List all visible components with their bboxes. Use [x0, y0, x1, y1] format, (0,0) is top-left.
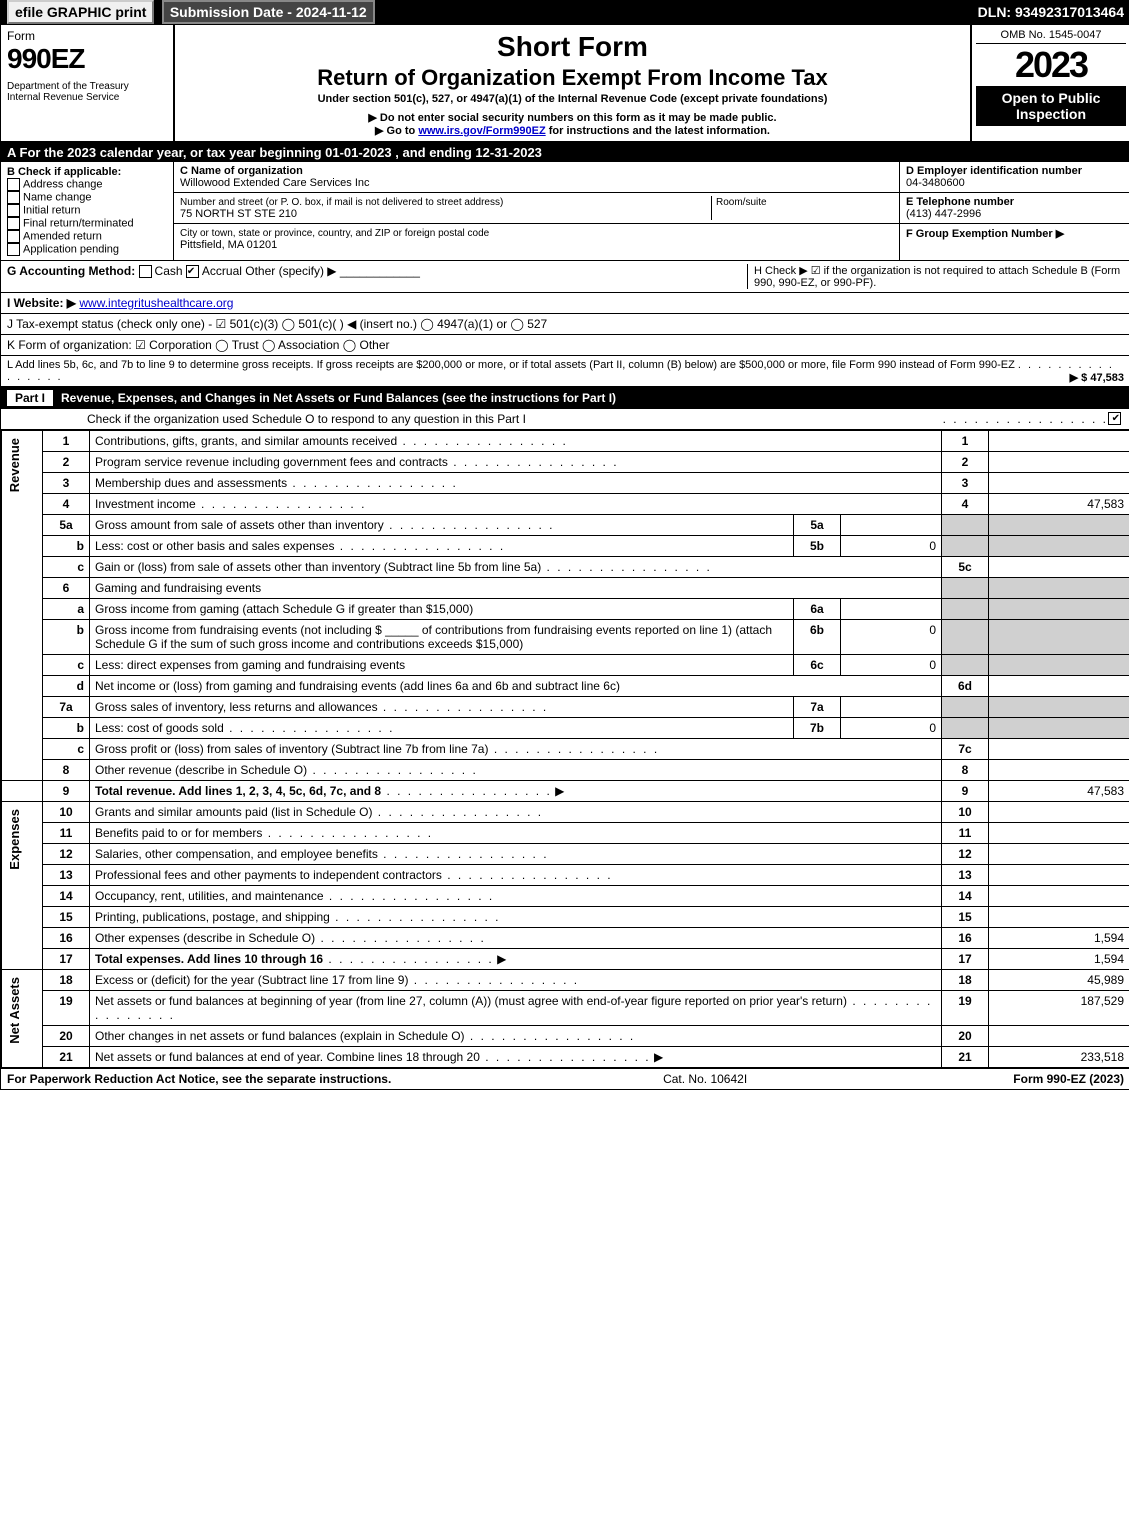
side-netassets: Net Assets: [7, 973, 22, 1048]
title-short-form: Short Form: [181, 31, 964, 63]
amt-5c: [989, 557, 1129, 578]
org-name: Willowood Extended Care Services Inc: [180, 177, 370, 189]
tax-year: 2023: [976, 44, 1126, 86]
amt-2: [989, 452, 1129, 473]
note-goto: ▶ Go to www.irs.gov/Form990EZ for instru…: [181, 124, 964, 137]
form-number: 990EZ: [7, 43, 167, 75]
amt-3: [989, 473, 1129, 494]
iamt-5a: [841, 515, 942, 536]
c-room-label: Room/suite: [716, 197, 767, 208]
iamt-6c: 0: [841, 655, 942, 676]
amt-4: 47,583: [989, 494, 1129, 515]
e-tel-label: E Telephone number: [906, 196, 1014, 208]
box-b: B Check if applicable: Address change Na…: [1, 162, 174, 260]
title-return: Return of Organization Exempt From Incom…: [181, 65, 964, 91]
row-g: G Accounting Method: Cash Accrual Other …: [7, 264, 747, 289]
row-g-h: G Accounting Method: Cash Accrual Other …: [1, 261, 1129, 293]
side-revenue: Revenue: [7, 434, 22, 496]
amt-14: [989, 886, 1129, 907]
org-city: Pittsfield, MA 01201: [180, 239, 277, 251]
amt-17: 1,594: [989, 949, 1129, 970]
chk-cash[interactable]: [139, 265, 152, 278]
d-ein-label: D Employer identification number: [906, 165, 1082, 177]
irs-link[interactable]: www.irs.gov/Form990EZ: [418, 125, 545, 137]
amt-11: [989, 823, 1129, 844]
c-name-label: C Name of organization: [180, 165, 303, 177]
org-street: 75 NORTH ST STE 210: [180, 208, 297, 220]
org-ein: 04-3480600: [906, 177, 965, 189]
amt-15: [989, 907, 1129, 928]
amt-16: 1,594: [989, 928, 1129, 949]
chk-amended-return[interactable]: [7, 230, 20, 243]
iamt-7a: [841, 697, 942, 718]
efile-print-button[interactable]: efile GRAPHIC print: [7, 0, 154, 24]
part1-title: Revenue, Expenses, and Changes in Net As…: [61, 391, 616, 405]
part1-label: Part I: [7, 390, 53, 406]
org-tel: (413) 447-2996: [906, 208, 981, 220]
iamt-5b: 0: [841, 536, 942, 557]
amt-1: [989, 431, 1129, 452]
footer-center: Cat. No. 10642I: [566, 1072, 845, 1086]
box-c: C Name of organization Willowood Extende…: [174, 162, 900, 260]
iamt-7b: 0: [841, 718, 942, 739]
open-to-public: Open to Public Inspection: [976, 86, 1126, 126]
amt-20: [989, 1026, 1129, 1047]
row-k: K Form of organization: ☑ Corporation ◯ …: [1, 335, 1129, 356]
form-header: Form 990EZ Department of the Treasury In…: [1, 25, 1129, 143]
box-d-e-f: D Employer identification number 04-3480…: [900, 162, 1129, 260]
footer-right: Form 990-EZ (2023): [845, 1072, 1124, 1086]
part1-sub: Check if the organization used Schedule …: [1, 409, 1129, 430]
amt-6d: [989, 676, 1129, 697]
top-bar: efile GRAPHIC print Submission Date - 20…: [1, 1, 1129, 25]
side-expenses: Expenses: [7, 805, 22, 874]
part1-table: Revenue 1 Contributions, gifts, grants, …: [1, 430, 1129, 1068]
header-left: Form 990EZ Department of the Treasury In…: [1, 25, 175, 141]
dept-label: Department of the Treasury: [7, 81, 167, 92]
subtitle: Under section 501(c), 527, or 4947(a)(1)…: [181, 93, 964, 105]
iamt-6b: 0: [841, 620, 942, 655]
row-l: L Add lines 5b, 6c, and 7b to line 9 to …: [1, 356, 1129, 387]
part1-header: Part I Revenue, Expenses, and Changes in…: [1, 387, 1129, 409]
chk-address-change[interactable]: [7, 178, 20, 191]
info-grid: B Check if applicable: Address change Na…: [1, 162, 1129, 261]
amt-9: 47,583: [989, 781, 1129, 802]
chk-accrual[interactable]: [186, 265, 199, 278]
footer-left: For Paperwork Reduction Act Notice, see …: [7, 1072, 566, 1086]
note-ssn: ▶ Do not enter social security numbers o…: [181, 111, 964, 124]
submission-date: Submission Date - 2024-11-12: [162, 0, 375, 24]
amt-10: [989, 802, 1129, 823]
f-group-label: F Group Exemption Number ▶: [906, 228, 1064, 240]
chk-final-return[interactable]: [7, 217, 20, 230]
section-a-taxyear: A For the 2023 calendar year, or tax yea…: [1, 143, 1129, 162]
c-city-label: City or town, state or province, country…: [180, 228, 489, 239]
iamt-6a: [841, 599, 942, 620]
amt-18: 45,989: [989, 970, 1129, 991]
amt-12: [989, 844, 1129, 865]
amt-7c: [989, 739, 1129, 760]
header-center: Short Form Return of Organization Exempt…: [175, 25, 972, 141]
chk-schedule-o-part1[interactable]: [1108, 412, 1121, 425]
chk-initial-return[interactable]: [7, 204, 20, 217]
omb-number: OMB No. 1545-0047: [976, 27, 1126, 44]
chk-application-pending[interactable]: [7, 243, 20, 256]
header-right: OMB No. 1545-0047 2023 Open to Public In…: [972, 25, 1129, 141]
page-footer: For Paperwork Reduction Act Notice, see …: [1, 1068, 1129, 1089]
website-link[interactable]: www.integritushealthcare.org: [79, 296, 233, 310]
box-b-title: B Check if applicable:: [7, 166, 167, 178]
amt-19: 187,529: [989, 991, 1129, 1026]
row-i: I Website: ▶ www.integritushealthcare.or…: [1, 293, 1129, 314]
irs-label: Internal Revenue Service: [7, 92, 167, 103]
c-street-label: Number and street (or P. O. box, if mail…: [180, 197, 503, 208]
row-h: H Check ▶ ☑ if the organization is not r…: [747, 264, 1124, 289]
l-amount: ▶ $ 47,583: [1070, 371, 1124, 384]
amt-13: [989, 865, 1129, 886]
chk-name-change[interactable]: [7, 191, 20, 204]
amt-8: [989, 760, 1129, 781]
dln-label: DLN: 93492317013464: [972, 1, 1129, 23]
amt-21: 233,518: [989, 1047, 1129, 1068]
form-990ez-page: efile GRAPHIC print Submission Date - 20…: [0, 0, 1129, 1090]
form-label: Form: [7, 29, 167, 43]
row-j: J Tax-exempt status (check only one) - ☑…: [1, 314, 1129, 335]
